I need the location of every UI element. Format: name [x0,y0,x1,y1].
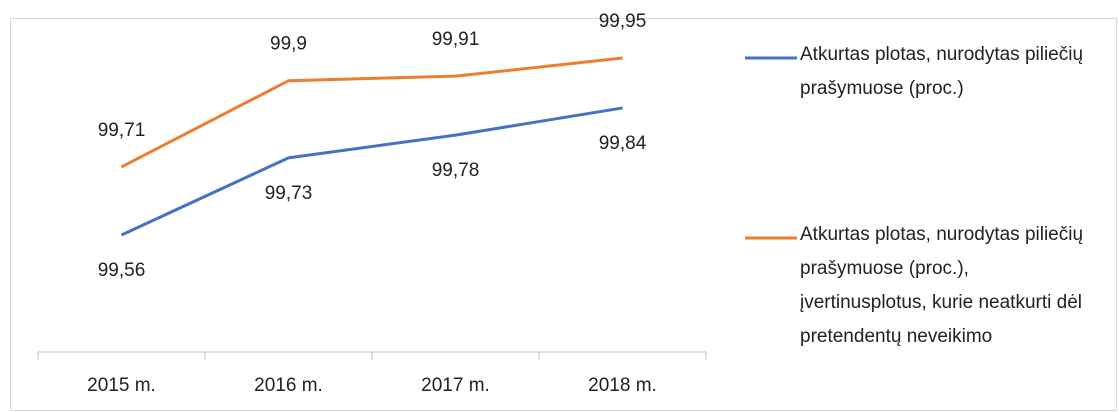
data-label: 99,9 [270,34,307,55]
x-tick-label: 2017 m. [421,375,490,396]
x-tick-label: 2015 m. [87,375,156,396]
data-label: 99,71 [98,120,146,141]
data-label: 99,78 [432,160,480,181]
legend-label: Atkurtas plotas, nurodytas piliečių praš… [800,224,1084,347]
series-line [120,56,623,169]
legend-label: Atkurtas plotas, nurodytas piliečių praš… [800,44,1084,99]
series-line [120,106,623,237]
chart-frame [10,18,1117,411]
data-label: 99,56 [98,260,146,281]
x-tick-label: 2016 m. [254,375,323,396]
data-label: 99,84 [599,133,647,154]
data-label: 99,95 [599,11,647,32]
data-label: 99,91 [432,29,480,50]
x-tick-label: 2018 m. [588,375,657,396]
data-label: 99,73 [265,183,313,204]
